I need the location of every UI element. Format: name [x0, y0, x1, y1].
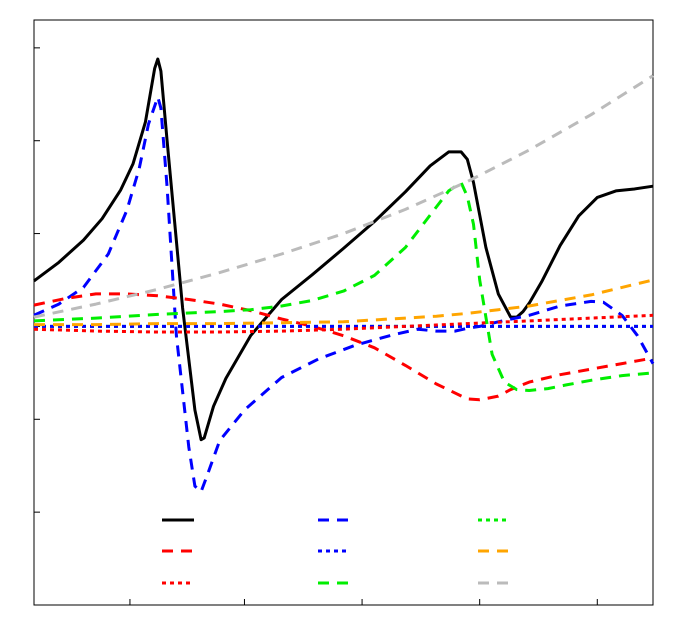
series-line-1 — [33, 57, 654, 442]
series-lines — [33, 57, 655, 494]
series-line-9 — [33, 74, 654, 319]
plot-frame — [33, 19, 654, 606]
series-line-4 — [33, 292, 654, 402]
legend — [162, 518, 510, 585]
series-line-2 — [33, 95, 655, 494]
series-line-6 — [34, 278, 654, 327]
axis-ticks — [34, 47, 598, 605]
series-line-8 — [33, 181, 654, 392]
series-line-7 — [33, 313, 654, 334]
